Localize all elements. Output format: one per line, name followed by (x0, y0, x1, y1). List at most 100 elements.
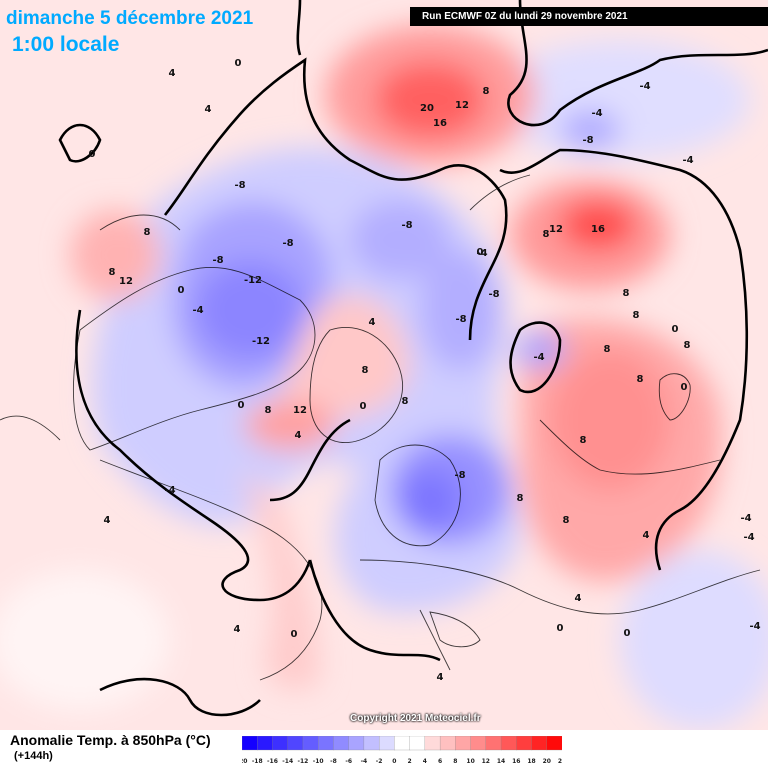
scale-tick-label: 2 (408, 758, 412, 765)
scale-swatch (500, 736, 517, 751)
scale-swatch (272, 736, 289, 751)
scale-tick-label: 0 (392, 758, 396, 765)
forecast-time: 1:00 locale (12, 33, 120, 56)
contour-label: -4 (476, 248, 487, 259)
scale-tick-label: 18 (527, 758, 535, 765)
scale-tick-label: -2 (376, 758, 383, 765)
contour-label: -8 (454, 470, 465, 481)
zero-contours (58, 0, 768, 717)
scale-tick-label: -14 (282, 758, 293, 765)
scale-tick-label: -18 (252, 758, 263, 765)
contour-label: 8 (483, 86, 490, 97)
contour-label: 0 (360, 401, 367, 412)
scale-tick-label: 20 (543, 758, 551, 765)
anomaly-field (0, 25, 768, 730)
scale-swatch (378, 736, 396, 751)
scale-tick-label: 4 (423, 758, 427, 765)
scale-tick-label: -8 (330, 758, 337, 765)
contour-label: 8 (580, 435, 587, 446)
contour-label: 8 (517, 493, 524, 504)
contour-label: 12 (119, 276, 133, 287)
scale-swatch (424, 736, 441, 751)
contour-label: 8 (633, 310, 640, 321)
contour-label: -4 (740, 513, 751, 524)
scale-tick-label: -12 (298, 758, 309, 765)
contour-label: 8 (265, 405, 272, 416)
contour-label: 0 (238, 400, 245, 411)
scale-tick-label: 22 (558, 758, 562, 765)
color-scale: -20-18-16-14-12-10-8-6-4-202468101214161… (242, 736, 562, 765)
lead-time: (+144h) (14, 750, 53, 762)
contour-label: 8 (109, 267, 116, 278)
contour-label: -12 (252, 336, 270, 347)
contour-label: 4 (575, 593, 582, 604)
scale-swatch (257, 736, 274, 751)
contour-label: 16 (433, 118, 447, 129)
scale-swatch (455, 736, 472, 751)
contour-label: 12 (293, 405, 307, 416)
scale-swatch (348, 736, 365, 751)
contour-label: -8 (282, 238, 293, 249)
legend-footer: Anomalie Temp. à 850hPa (°C) (+144h) -20… (0, 730, 768, 768)
scale-swatch (242, 736, 258, 751)
contour-label: -8 (488, 289, 499, 300)
contour-label: 0 (557, 623, 564, 634)
scale-swatch (363, 736, 380, 751)
model-run-banner: Run ECMWF 0Z du lundi 29 novembre 2021 (410, 7, 768, 26)
scale-tick-label: 10 (466, 758, 474, 765)
contour-label: -4 (639, 81, 650, 92)
contour-label: 8 (144, 227, 151, 238)
scale-tick-label: -10 (313, 758, 324, 765)
contour-label: 4 (369, 317, 376, 328)
contour-label: -4 (682, 155, 693, 166)
scale-tick-label: 6 (438, 758, 442, 765)
contour-label: 8 (637, 374, 644, 385)
contour-label: 8 (623, 288, 630, 299)
contour-label: -8 (582, 135, 593, 146)
contour-label: -4 (192, 305, 203, 316)
scale-swatch (287, 736, 304, 751)
contour-label: 0 (178, 285, 185, 296)
coastlines (0, 174, 761, 681)
contour-label: 0 (477, 247, 484, 258)
contour-label: 4 (295, 430, 302, 441)
contour-label: 4 (643, 530, 650, 541)
contour-label: -8 (212, 255, 223, 266)
scale-swatch (409, 736, 426, 751)
scale-swatch (333, 736, 350, 751)
scale-tick-label: -20 (242, 758, 247, 765)
contour-label: 4 (234, 624, 241, 635)
contour-label: 12 (455, 100, 469, 111)
contour-labels: 201612816128-12-12-8-8-8-4-8-8-8-8-41288… (89, 58, 761, 683)
scale-tick-label: -4 (361, 758, 368, 765)
contour-label: 8 (604, 344, 611, 355)
scale-tick-label: -16 (267, 758, 278, 765)
contour-label: 16 (591, 224, 605, 235)
scale-swatch (546, 736, 562, 751)
contour-label: 0 (235, 58, 242, 69)
scale-swatch (439, 736, 456, 751)
contour-label: 0 (624, 628, 631, 639)
scale-swatch (302, 736, 319, 751)
scale-swatch (531, 736, 548, 751)
scale-tick-label: 16 (512, 758, 520, 765)
contour-label: -4 (743, 532, 754, 543)
contour-label: 8 (402, 396, 409, 407)
contour-label: -4 (749, 621, 760, 632)
contour-label: -4 (164, 485, 175, 496)
scale-tick-label: 12 (482, 758, 490, 765)
contour-label: 8 (362, 365, 369, 376)
scale-tick-label: 14 (497, 758, 505, 765)
contour-label: -8 (455, 314, 466, 325)
scale-tick-label: -6 (345, 758, 352, 765)
temperature-anomaly-map: 20 16 12 8 16 12 8 -12 -12 -8 -8 -8 -4 -8 -8 -8 -8 -4 12 8 8… (0, 0, 768, 730)
contour-label: -4 (533, 352, 544, 363)
contour-label: 4 (104, 515, 111, 526)
contour-label: 0 (291, 629, 298, 640)
contour-label: 4 (437, 672, 444, 683)
scale-tick-label: 8 (453, 758, 457, 765)
forecast-date: dimanche 5 décembre 2021 (6, 8, 254, 29)
scale-swatch (470, 736, 487, 751)
contour-label: -8 (234, 180, 245, 191)
contour-label: -12 (244, 275, 262, 286)
